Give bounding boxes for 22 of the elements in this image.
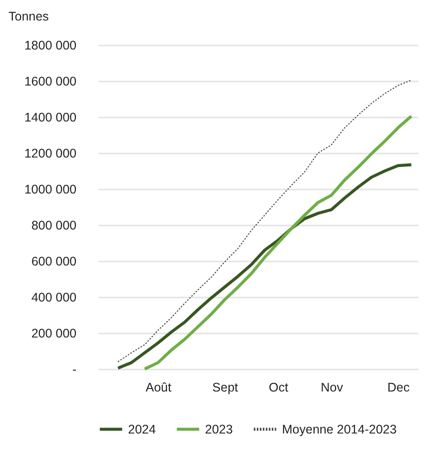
line-series: [116, 163, 413, 370]
legend-label: 2023: [205, 422, 233, 436]
y-axis-title: Tonnes: [8, 10, 49, 24]
y-tick-label: 1000 000: [24, 182, 77, 196]
y-tick-label: 200 000: [31, 326, 77, 340]
x-tick-label: Sept: [212, 380, 239, 394]
legend-label: 2024: [128, 422, 156, 436]
y-tick-label: 1800 000: [24, 38, 77, 52]
y-tick-label: 1600 000: [24, 74, 77, 88]
y-tick-label: 400 000: [31, 290, 77, 304]
line-series: [143, 114, 413, 370]
y-tick-label: -: [72, 362, 76, 376]
y-tick-label: 1200 000: [24, 146, 77, 160]
line-series: [118, 80, 412, 362]
x-tick-label: Août: [146, 380, 172, 394]
x-tick-label: Dec: [387, 380, 410, 394]
x-tick-label: Nov: [320, 380, 344, 394]
x-tick-label: Oct: [268, 380, 289, 394]
y-tick-label: 600 000: [31, 254, 77, 268]
y-tick-label: 800 000: [31, 218, 77, 232]
legend-label: Moyenne 2014-2023: [282, 422, 397, 436]
y-tick-label: 1400 000: [24, 110, 77, 124]
